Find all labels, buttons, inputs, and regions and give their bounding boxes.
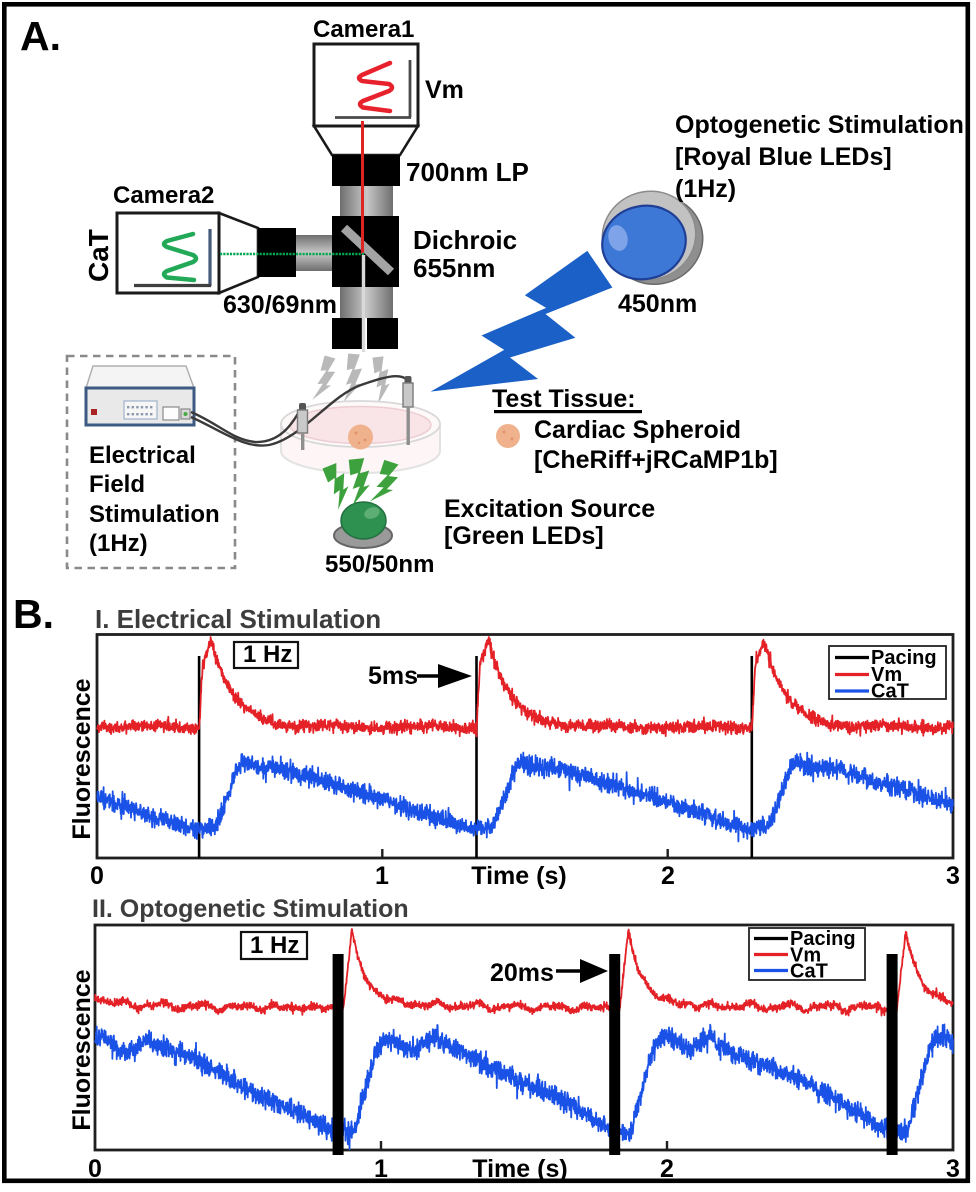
svg-text:[CheRiff+jRCaMP1b]: [CheRiff+jRCaMP1b] [534,446,778,474]
svg-text:1: 1 [375,862,389,890]
svg-text:655nm: 655nm [413,253,495,283]
svg-text:2: 2 [660,1155,674,1183]
svg-text:Field: Field [89,471,145,498]
svg-text:0: 0 [88,1155,102,1183]
svg-text:Camera2: Camera2 [113,182,214,209]
svg-text:Cardiac Spheroid: Cardiac Spheroid [534,416,741,444]
svg-text:Pacing: Pacing [871,647,937,669]
svg-text:Time (s): Time (s) [471,862,566,890]
svg-text:A.: A. [20,13,61,59]
svg-text:CaT: CaT [790,961,828,983]
svg-text:3: 3 [946,1155,960,1183]
svg-text:B.: B. [13,591,54,637]
svg-text:Pacing: Pacing [790,928,856,950]
svg-text:Time (s): Time (s) [472,1155,567,1183]
svg-text:Vm: Vm [790,945,821,967]
svg-text:CaT: CaT [871,681,909,703]
svg-text:1: 1 [374,1155,388,1183]
svg-text:Fluorescence: Fluorescence [68,678,96,839]
svg-text:630/69nm: 630/69nm [223,291,337,319]
svg-text:Dichroic: Dichroic [413,225,517,255]
svg-text:700nm LP: 700nm LP [406,157,529,187]
svg-text:550/50nm: 550/50nm [325,551,434,578]
svg-text:450nm: 450nm [618,290,697,318]
svg-text:II. Optogenetic Stimulation: II. Optogenetic Stimulation [92,895,409,923]
svg-text:Vm: Vm [425,76,464,104]
svg-text:I. Electrical Stimulation: I. Electrical Stimulation [95,604,381,634]
svg-text:[Green LEDs]: [Green LEDs] [444,522,604,550]
svg-text:Optogenetic Stimulation: Optogenetic Stimulation [675,111,964,139]
svg-text:(1Hz): (1Hz) [89,530,148,557]
svg-text:[Royal Blue LEDs]: [Royal Blue LEDs] [675,143,892,171]
svg-text:1 Hz: 1 Hz [250,932,299,959]
svg-text:2: 2 [661,862,675,890]
svg-text:3: 3 [946,862,960,890]
svg-text:0: 0 [90,862,104,890]
svg-text:(1Hz): (1Hz) [675,175,736,203]
svg-text:Fluorescence: Fluorescence [68,969,96,1130]
svg-text:Stimulation: Stimulation [89,501,220,528]
svg-text:20ms: 20ms [490,959,554,987]
svg-text:Vm: Vm [871,664,902,686]
svg-text:Electrical: Electrical [89,442,196,469]
svg-text:1 Hz: 1 Hz [243,641,292,668]
svg-text:5ms: 5ms [368,662,418,690]
svg-text:Camera1: Camera1 [313,16,414,43]
svg-text:CaT: CaT [83,229,114,282]
svg-text:Test Tissue:: Test Tissue: [492,385,636,413]
svg-text:Excitation Source: Excitation Source [444,495,655,523]
